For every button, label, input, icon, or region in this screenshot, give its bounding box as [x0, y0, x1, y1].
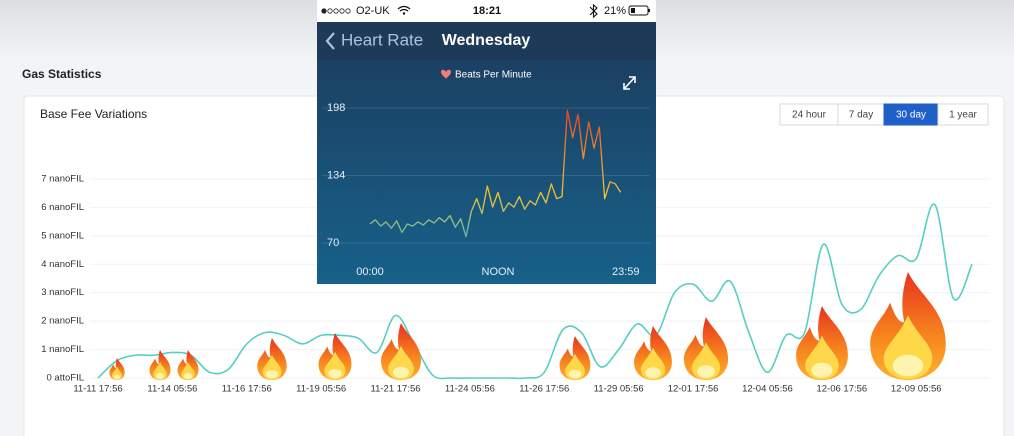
range-button[interactable]	[937, 103, 989, 126]
x-tick-label: 11-29 05:56	[594, 384, 644, 395]
y-tick-label: 1 nanoFIL	[41, 344, 84, 355]
y-tick-label: 2 nanoFIL	[41, 316, 84, 327]
x-tick-label: NOON	[482, 266, 515, 278]
battery-level	[631, 8, 635, 13]
y-tick-label: 6 nanoFIL	[41, 202, 84, 213]
range-button-label: 24 hour	[792, 110, 827, 121]
x-tick-label: 11-24 05:56	[445, 384, 495, 395]
x-tick-label: 11-16 17:56	[222, 384, 272, 395]
range-button-label: 30 day	[896, 110, 926, 121]
x-tick-label: 12-01 17:56	[668, 384, 719, 395]
range-button-label: 7 day	[849, 110, 873, 121]
y-tick-label: 0 attoFIL	[47, 373, 85, 384]
x-tick-label: 23:59	[612, 266, 640, 278]
y-tick-label: 134	[327, 169, 345, 181]
x-tick-label: 11-14 05:56	[147, 384, 197, 395]
battery-text: 21%	[604, 5, 626, 17]
x-tick-label: 11-26 17:56	[519, 384, 569, 395]
clock: 18:21	[473, 5, 501, 17]
page-title: Gas Statistics	[22, 67, 102, 81]
range-selector: 24 hour 7 day 30 day 1 year	[779, 103, 989, 126]
status-bar	[317, 0, 656, 22]
back-chevron[interactable]	[325, 32, 335, 50]
data-line	[369, 109, 622, 238]
carrier: O2-UK	[356, 5, 390, 17]
x-tick-label: 11-11 17:56	[73, 384, 122, 395]
nav-bar	[317, 22, 656, 60]
x-tick-label: 12-09 05:56	[891, 384, 942, 395]
battery-icon	[628, 5, 649, 16]
x-tick-label: 11-21 17:56	[371, 384, 421, 395]
y-tick-label: 4 nanoFIL	[41, 259, 84, 270]
chart-title: Base Fee Variations	[40, 107, 147, 121]
heart-icon	[441, 69, 451, 79]
back-button[interactable]: Heart Rate	[341, 30, 423, 49]
battery-tip	[648, 9, 650, 12]
nav-title: Wednesday	[442, 32, 531, 49]
x-tick-label: 00:00	[356, 266, 384, 278]
bluetooth-icon	[589, 3, 598, 19]
y-tick-label: 198	[327, 102, 345, 114]
heart-rate-chart: 70 134 198 00:00 NOON 23:59	[322, 102, 650, 278]
y-tick-label: 70	[327, 237, 339, 249]
phone-screenshot: O2-UK 18:21 21% Heart Rate Wednesday Bea…	[317, 0, 656, 284]
y-tick-label: 7 nanoFIL	[41, 174, 84, 185]
x-tick-label: 11-19 05:56	[296, 384, 346, 395]
y-tick-label: 3 nanoFIL	[41, 287, 84, 298]
x-tick-label: 12-04 05:56	[742, 384, 793, 395]
x-tick-label: 12-06 17:56	[816, 384, 867, 395]
signal-dots	[321, 8, 351, 14]
wifi-icon	[397, 5, 411, 12]
phone-screen	[317, 22, 656, 284]
data-line	[97, 203, 973, 380]
y-tick-label: 5 nanoFIL	[41, 230, 84, 241]
expand-icon[interactable]	[623, 76, 636, 90]
legend-label: Beats Per Minute	[455, 70, 532, 81]
wifi-dot	[402, 12, 406, 15]
range-button-label: 1 year	[949, 110, 977, 121]
